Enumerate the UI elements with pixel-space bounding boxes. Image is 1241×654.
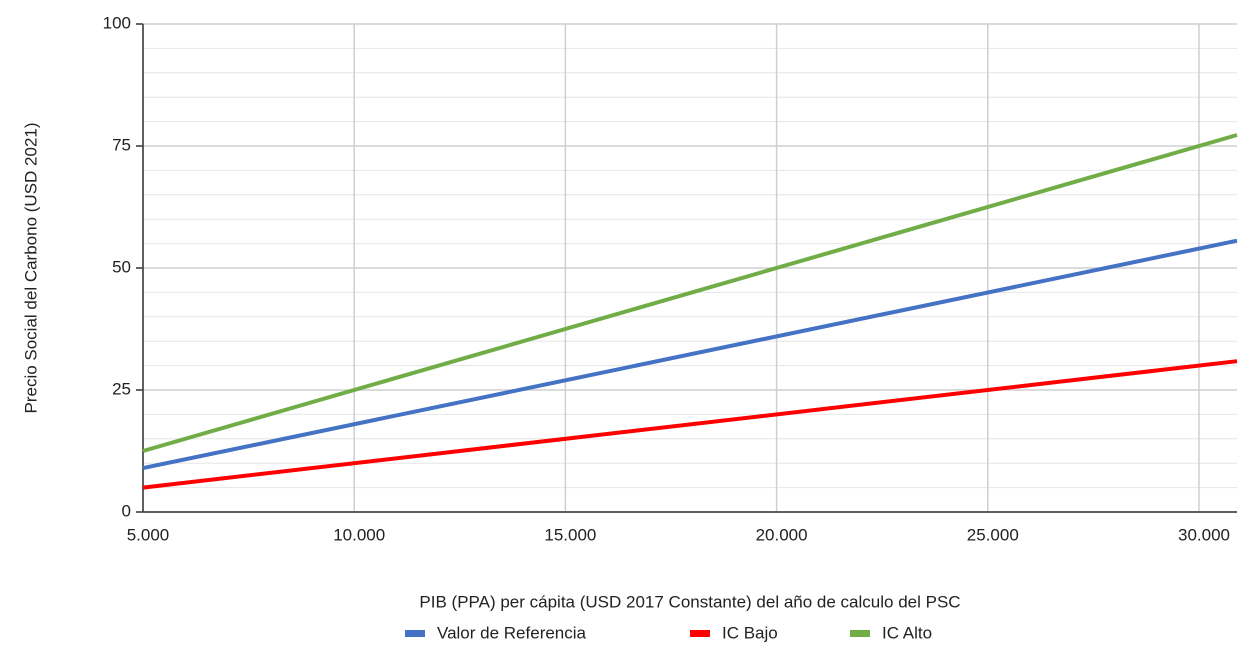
y-axis-title: Precio Social del Carbono (USD 2021) [21, 122, 40, 413]
x-tick-label: 25.000 [967, 525, 1019, 544]
x-axis-title: PIB (PPA) per cápita (USD 2017 Constante… [419, 592, 960, 611]
y-tick-label: 25 [112, 379, 131, 398]
line [142, 359, 1238, 490]
legend-label: IC Alto [882, 623, 932, 642]
x-tick-label: 20.000 [756, 525, 808, 544]
x-tick-label: 5.000 [127, 525, 170, 544]
x-tick-label: 30.000 [1178, 525, 1230, 544]
x-tick-label: 10.000 [333, 525, 385, 544]
legend-swatch [690, 630, 710, 637]
line [142, 238, 1238, 471]
x-tick-label: 15.000 [544, 525, 596, 544]
legend-label: IC Bajo [722, 623, 778, 642]
legend-label: Valor de Referencia [437, 623, 587, 642]
legend-swatch [850, 630, 870, 637]
y-tick-label: 50 [112, 257, 131, 276]
y-tick-label: 75 [112, 135, 131, 154]
line [142, 133, 1238, 453]
y-tick-label: 100 [103, 13, 131, 32]
y-tick-label: 0 [122, 501, 131, 520]
legend-swatch [405, 630, 425, 637]
